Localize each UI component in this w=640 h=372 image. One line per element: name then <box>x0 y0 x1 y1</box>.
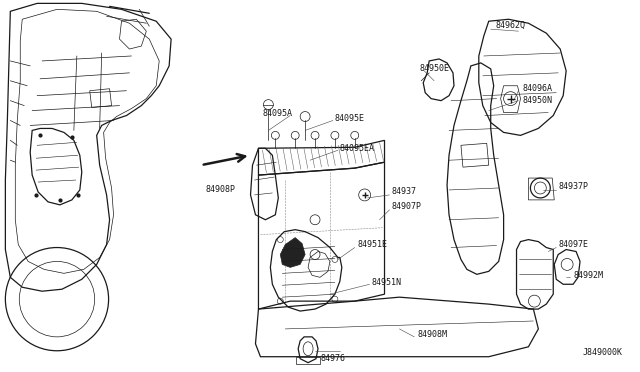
Polygon shape <box>280 238 305 267</box>
Text: 84951N: 84951N <box>372 278 402 287</box>
Text: 84937P: 84937P <box>558 182 588 190</box>
Text: 84095E: 84095E <box>335 114 365 123</box>
Text: 84950E: 84950E <box>419 64 449 73</box>
Text: J849000K: J849000K <box>583 348 623 357</box>
Text: 84908P: 84908P <box>205 186 236 195</box>
Text: 84962Q: 84962Q <box>495 21 525 30</box>
Text: 84976: 84976 <box>320 354 345 363</box>
Text: 84097E: 84097E <box>558 240 588 249</box>
Text: 84095A: 84095A <box>262 109 292 118</box>
Text: 84992M: 84992M <box>573 271 603 280</box>
Text: 84907P: 84907P <box>392 202 422 211</box>
Text: 84950N: 84950N <box>522 96 552 105</box>
Text: 84096A: 84096A <box>522 84 552 93</box>
Text: 84937: 84937 <box>392 187 417 196</box>
Text: 84095EA: 84095EA <box>340 144 375 153</box>
Text: 84951E: 84951E <box>358 240 388 249</box>
Text: 84908M: 84908M <box>417 330 447 339</box>
